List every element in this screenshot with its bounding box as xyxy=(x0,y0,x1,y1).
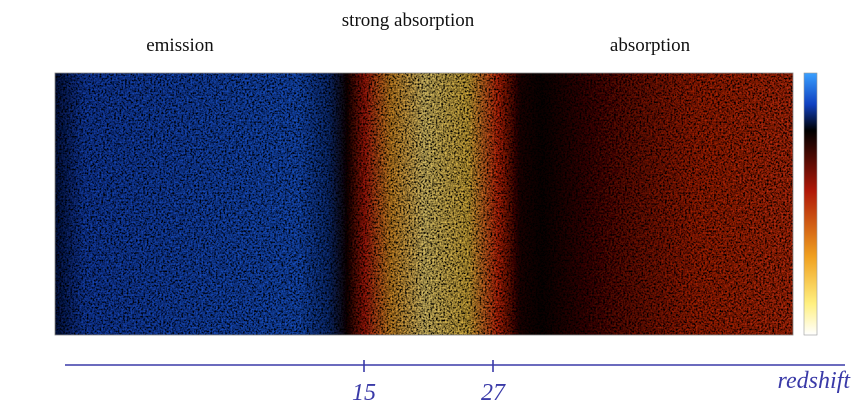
label-absorption: absorption xyxy=(609,35,691,56)
label-emission: emission xyxy=(146,35,214,56)
axis-label: redshift xyxy=(777,368,850,394)
label-strong-absorption: strong absorption xyxy=(341,10,475,31)
tick-label: 15 xyxy=(352,380,376,406)
map-frame xyxy=(54,72,794,336)
simulation-map xyxy=(55,73,793,335)
colorbar xyxy=(803,72,818,336)
tick-label: 27 xyxy=(481,380,505,406)
